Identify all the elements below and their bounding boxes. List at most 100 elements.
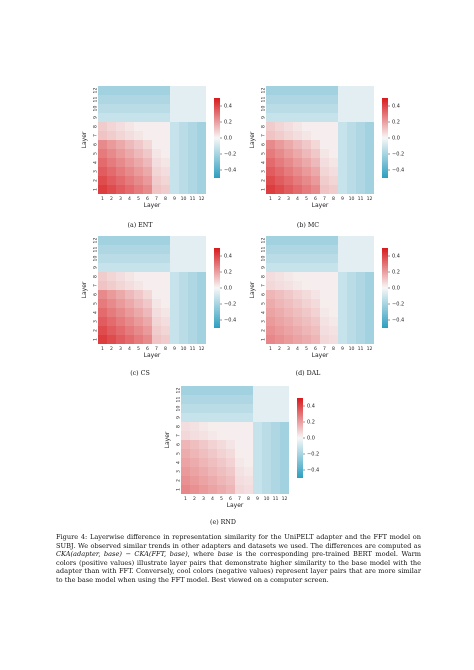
heatmap-cell	[235, 440, 244, 449]
heatmap-cell	[125, 236, 134, 245]
x-tick-label: 5	[305, 346, 308, 352]
heatmap-cell	[170, 167, 179, 176]
x-tick-label: 3	[119, 196, 122, 202]
heatmap-cell	[208, 449, 217, 458]
heatmap-cell	[338, 122, 347, 131]
heatmap-cell	[98, 281, 107, 290]
heatmap-cell	[161, 317, 170, 326]
heatmap-cell	[107, 290, 116, 299]
heatmap-cell	[293, 326, 302, 335]
heatmap-cell	[365, 185, 374, 194]
y-tick-label: 9	[261, 116, 267, 119]
x-axis-label: Layer	[144, 202, 161, 209]
heatmap-cell	[170, 272, 179, 281]
heatmap-cell	[329, 272, 338, 281]
heatmap-cell	[284, 326, 293, 335]
heatmap-cell	[293, 290, 302, 299]
heatmap-cell	[338, 104, 347, 113]
heatmap-cell	[179, 176, 188, 185]
heatmap-cell	[179, 140, 188, 149]
heatmap-cell	[107, 245, 116, 254]
heatmap-cell	[107, 158, 116, 167]
heatmap-cell	[107, 104, 116, 113]
heatmap-cell	[143, 236, 152, 245]
heatmap-cell	[302, 236, 311, 245]
heatmap-cell	[217, 422, 226, 431]
heatmap-cell	[302, 317, 311, 326]
heatmap-cell	[98, 167, 107, 176]
heatmap-cell	[329, 326, 338, 335]
heatmap-cell	[199, 467, 208, 476]
heatmap-cell	[208, 404, 217, 413]
heatmap-cell	[356, 308, 365, 317]
heatmap-cell	[116, 272, 125, 281]
heatmap-cell	[302, 281, 311, 290]
x-tick-label: 7	[323, 346, 326, 352]
heatmap-cell	[293, 158, 302, 167]
x-tick-label: 12	[282, 496, 288, 502]
y-tick-label: 11	[93, 247, 99, 253]
heatmap-cell	[262, 386, 271, 395]
heatmap-cell	[179, 308, 188, 317]
heatmap-cell	[199, 386, 208, 395]
heatmap-cell	[125, 254, 134, 263]
caption-text-4: is the corresponding pre-trained	[236, 550, 350, 559]
heatmap-cell	[188, 167, 197, 176]
y-tick-label: 2	[93, 329, 99, 332]
heatmap-cell	[356, 263, 365, 272]
heatmap-cell	[356, 86, 365, 95]
heatmap-cell	[320, 317, 329, 326]
heatmap-cell	[320, 326, 329, 335]
x-tick-label: 10	[181, 346, 187, 352]
heatmap-cell	[197, 254, 206, 263]
y-tick-label: 10	[93, 256, 99, 262]
heatmap-cell	[365, 113, 374, 122]
heatmap-cell	[98, 176, 107, 185]
heatmap-cell	[143, 140, 152, 149]
y-tick-label: 6	[93, 143, 99, 146]
heatmap-cell	[161, 104, 170, 113]
heatmap-cell	[98, 185, 107, 194]
heatmap-cell	[143, 122, 152, 131]
x-tick-label: 6	[146, 196, 149, 202]
heatmap-cell	[235, 449, 244, 458]
x-tick-label: 8	[164, 196, 167, 202]
heatmap-cell	[116, 113, 125, 122]
heatmap-cell	[302, 158, 311, 167]
heatmap-cell	[365, 86, 374, 95]
heatmap-cell	[338, 86, 347, 95]
x-tick-label: 5	[220, 496, 223, 502]
heatmap-cell	[329, 104, 338, 113]
heatmap-cell	[338, 140, 347, 149]
colorbar-tick-label: 0.2	[224, 270, 232, 276]
heatmap-cell	[226, 404, 235, 413]
heatmap-cell	[98, 335, 107, 344]
heatmap-cell	[116, 86, 125, 95]
x-tick-label: 6	[229, 496, 232, 502]
heatmap-cell	[311, 131, 320, 140]
heatmap-cell	[293, 86, 302, 95]
heatmap-cell	[179, 86, 188, 95]
heatmap-cell	[302, 176, 311, 185]
heatmap-cell	[329, 263, 338, 272]
heatmap-svg: 112233445566778899101011111212LayerLayer…	[249, 236, 404, 359]
heatmap-cell	[338, 281, 347, 290]
x-tick-label: 12	[199, 196, 205, 202]
heatmap-cell	[107, 335, 116, 344]
heatmap-panel-ent: 1 1 2 2 3 3 4 4 5 5 6 6 7 7 8 8 9 9 10 10 11 11 12 12 Layer Layer…	[74, 80, 236, 230]
x-tick-label: 12	[367, 346, 373, 352]
heatmap-cell	[98, 263, 107, 272]
heatmap-cell	[179, 335, 188, 344]
heatmap-cell	[275, 299, 284, 308]
heatmap-cell	[356, 167, 365, 176]
subcaption-dal: (d) DAL	[295, 370, 321, 377]
x-tick-label: 9	[173, 196, 176, 202]
heatmap-cell	[347, 113, 356, 122]
heatmap-cell	[179, 290, 188, 299]
heatmap-cell	[280, 404, 289, 413]
x-tick-label: 11	[273, 496, 279, 502]
y-axis-label: Layer	[249, 131, 256, 148]
heatmap-cell	[293, 140, 302, 149]
heatmap-cell	[217, 458, 226, 467]
heatmap-cell	[161, 308, 170, 317]
